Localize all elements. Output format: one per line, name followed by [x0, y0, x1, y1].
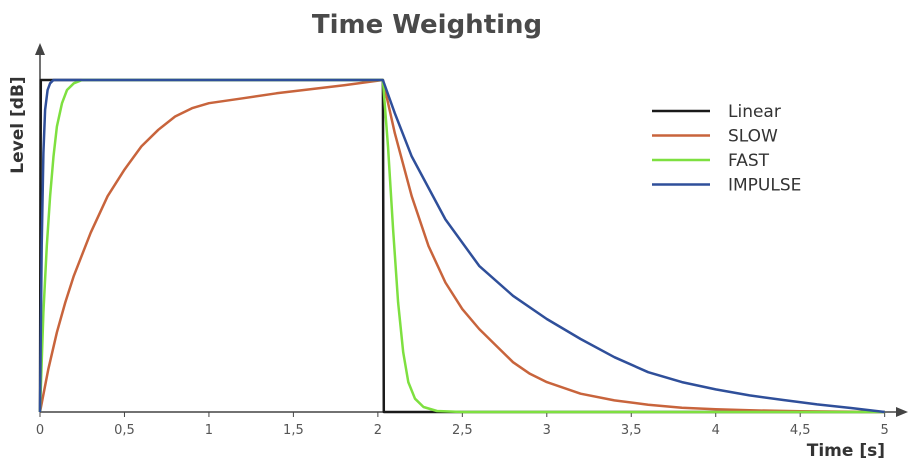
x-tick-label: 1: [205, 423, 213, 438]
x-tick-label: 2,5: [452, 423, 473, 438]
chart-title: Time Weighting: [312, 10, 542, 40]
x-tick-label: 3,5: [621, 423, 642, 438]
x-tick-label: 0: [36, 423, 44, 438]
x-tick-label: 2: [374, 423, 382, 438]
x-tick-label: 5: [881, 423, 889, 438]
series-lines: [38, 78, 885, 414]
x-axis-arrow: [896, 407, 908, 417]
y-axis-arrow: [35, 43, 45, 55]
x-tick-label: 0,5: [114, 423, 135, 438]
x-tick-label: 4,5: [790, 423, 811, 438]
y-axis-title: Level [dB]: [8, 76, 28, 173]
x-tick-label: 3: [543, 423, 551, 438]
legend-label-slow: SLOW: [728, 127, 778, 147]
series-line-impulse: [38, 78, 885, 414]
x-ticks: 0 0,5 1 1,5 2 2,5 3 3,5 4 4,5 5: [36, 412, 889, 438]
legend: Linear SLOW FAST IMPULSE: [652, 102, 801, 196]
legend-label-linear: Linear: [728, 102, 781, 122]
x-axis-title: Time [s]: [807, 441, 885, 459]
axes: [35, 43, 908, 417]
legend-label-fast: FAST: [728, 151, 770, 171]
x-tick-label: 1,5: [283, 423, 304, 438]
legend-label-impulse: IMPULSE: [728, 176, 801, 196]
x-tick-label: 4: [712, 423, 720, 438]
series-line-slow: [38, 78, 885, 414]
